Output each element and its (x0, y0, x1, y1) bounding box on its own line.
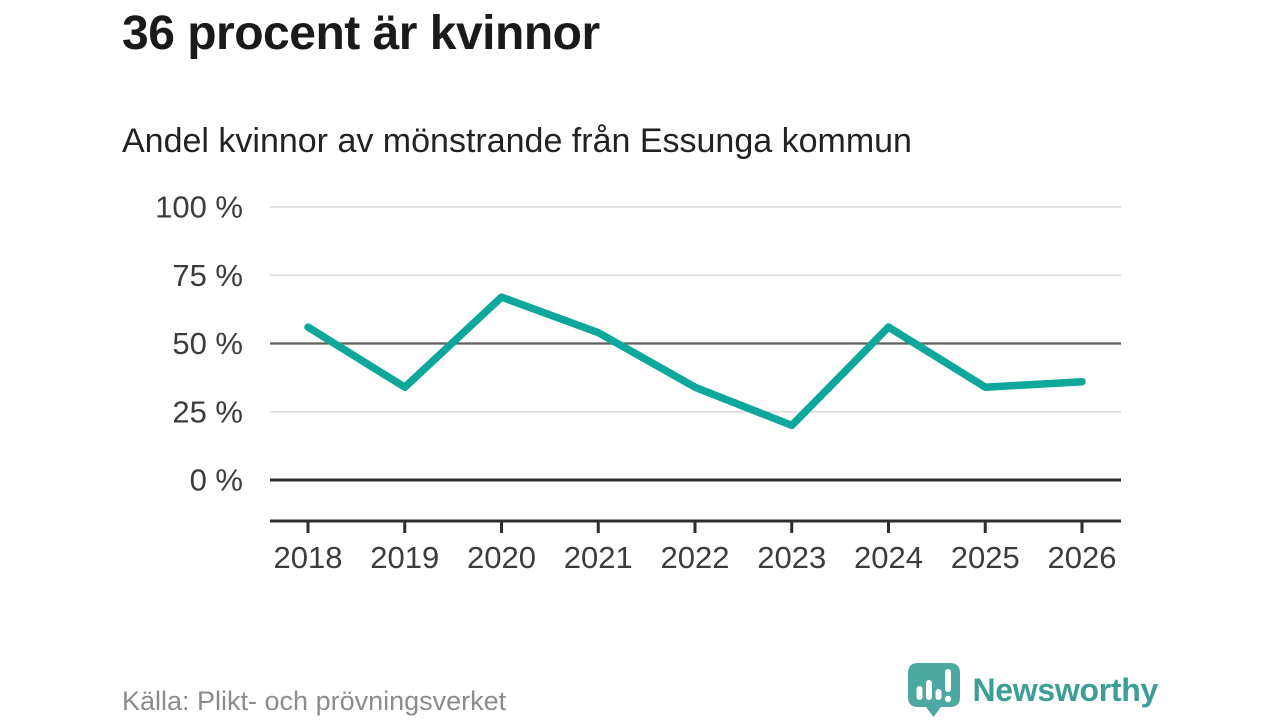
y-tick-label-50: 50 % (172, 326, 243, 361)
logo-exclamation-dot (944, 695, 951, 703)
source-note: Källa: Plikt- och prövningsverket (122, 686, 507, 716)
x-tick-label-2026: 2026 (1048, 540, 1117, 575)
x-tick-label-2022: 2022 (661, 540, 730, 575)
logo-exclamation-bar (944, 669, 951, 692)
logo-bar-3 (935, 689, 941, 700)
x-tick-label-2019: 2019 (370, 540, 439, 575)
chart-subtitle: Andel kvinnor av mönstrande från Essunga… (122, 122, 912, 160)
logo-bar-1 (916, 686, 922, 700)
x-tick-label-2023: 2023 (757, 540, 826, 575)
x-tick-label-2021: 2021 (564, 540, 633, 575)
x-tick-label-2025: 2025 (951, 540, 1020, 575)
newsworthy-logo-icon (907, 663, 960, 717)
x-tick-label-2018: 2018 (274, 540, 343, 575)
x-tick-label-2024: 2024 (854, 540, 923, 575)
chart-title: 36 procent är kvinnor (122, 7, 600, 60)
logo-bubble-shape (907, 663, 960, 717)
trend-line (304, 293, 1086, 430)
line-chart: 0 % 25 % 50 % 75 % 100 % 2018 2019 2020 2021 2022… (155, 190, 1121, 575)
x-tick-label-2020: 2020 (467, 540, 536, 575)
y-tick-label-25: 25 % (172, 394, 243, 429)
y-tick-label-100: 100 % (155, 190, 243, 225)
brand-logo: Newsworthy (907, 660, 1159, 720)
y-tick-label-75: 75 % (172, 258, 243, 293)
logo-bar-2 (925, 680, 932, 700)
y-tick-label-0: 0 % (190, 463, 243, 498)
brand-name: Newsworthy (972, 671, 1159, 708)
